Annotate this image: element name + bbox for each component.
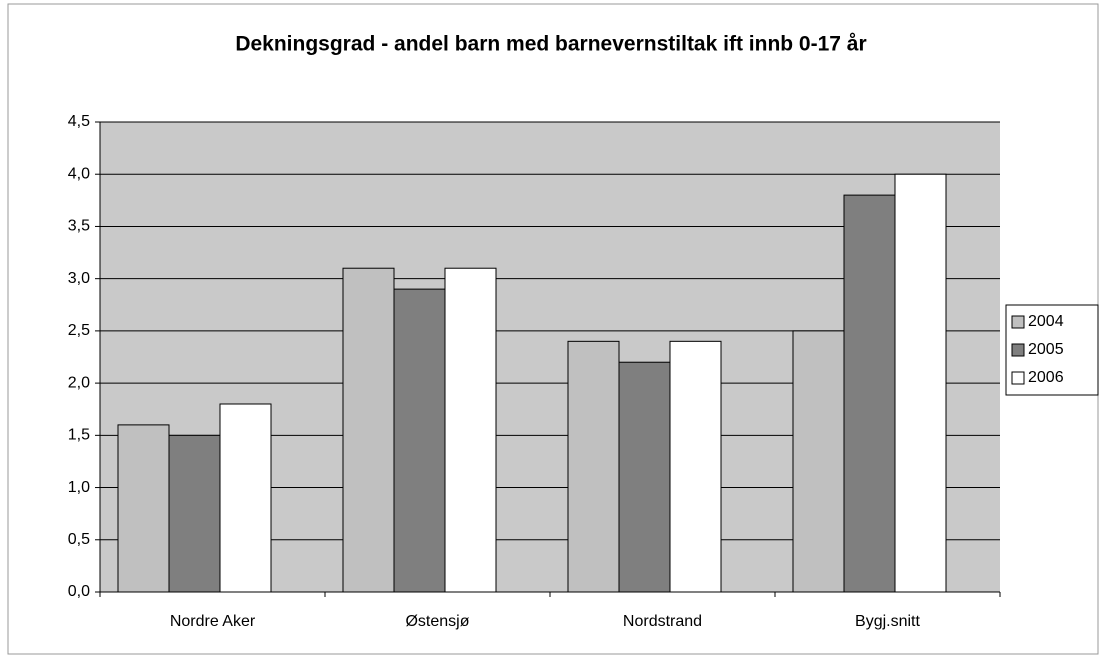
bar [168, 434, 221, 593]
x-tick-label: Bygj.snitt [855, 613, 920, 630]
x-tick-label: Nordre Aker [170, 613, 256, 630]
y-tick-label: 0,0 [68, 583, 90, 600]
legend-swatch [1011, 315, 1025, 329]
legend-label: 2006 [1028, 369, 1064, 386]
legend-label: 2005 [1028, 341, 1064, 358]
legend-swatch [1011, 371, 1025, 385]
y-tick-label: 3,0 [68, 270, 90, 287]
y-tick-label: 4,5 [68, 113, 90, 130]
bar [669, 340, 722, 593]
y-tick-label: 2,5 [68, 322, 90, 339]
bar [567, 340, 620, 593]
bar [117, 424, 170, 593]
bar [219, 403, 272, 593]
chart-title: Dekningsgrad - andel barn med barneverns… [235, 33, 866, 56]
y-tick-label: 3,5 [68, 218, 90, 235]
bar [393, 288, 446, 593]
y-tick-label: 1,0 [68, 479, 90, 496]
y-tick-label: 1,5 [68, 427, 90, 444]
legend-swatch [1011, 343, 1025, 357]
x-tick-label: Østensjø [405, 613, 469, 630]
x-tick-label: Nordstrand [623, 613, 702, 630]
bar [444, 267, 497, 593]
bar [792, 330, 845, 593]
bar [843, 194, 896, 593]
bar [618, 361, 671, 593]
y-tick-label: 2,0 [68, 374, 90, 391]
y-tick-label: 0,5 [68, 531, 90, 548]
y-tick-label: 4,0 [68, 165, 90, 182]
bar [894, 173, 947, 593]
bar [342, 267, 395, 593]
legend-label: 2004 [1028, 313, 1064, 330]
